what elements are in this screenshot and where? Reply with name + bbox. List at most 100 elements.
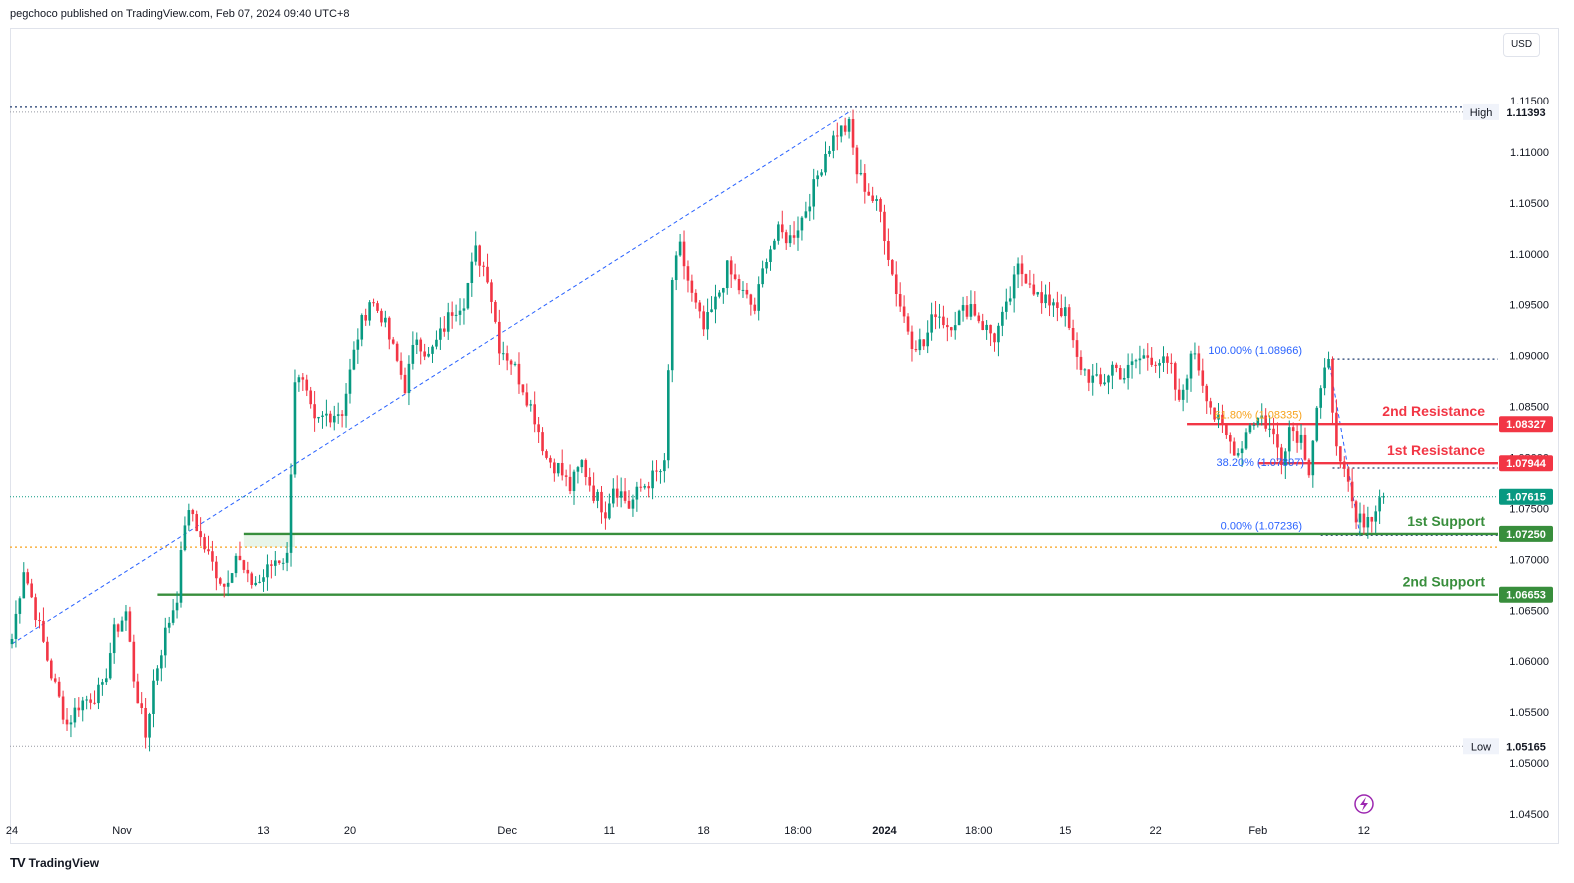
candle-body [969, 304, 973, 317]
candle-body [600, 491, 603, 513]
candle-body [1205, 385, 1209, 402]
candle-body [427, 353, 430, 357]
candle-body [604, 512, 607, 519]
candle-body [501, 353, 505, 355]
candle-body [993, 333, 996, 343]
candle-body [584, 460, 588, 478]
candle-body [615, 488, 619, 498]
resistance-label-2: 1st Resistance [1387, 442, 1485, 458]
candle-body [1075, 340, 1079, 357]
candle-body [285, 552, 289, 563]
time-tick: 24 [6, 825, 18, 837]
fib-label-0: 100.00% (1.08966) [1208, 345, 1302, 357]
candle-body [1177, 389, 1181, 400]
candle-body [42, 620, 45, 642]
candle-body [61, 696, 65, 720]
candle-body [191, 510, 195, 515]
candle-body [745, 289, 749, 295]
candle-body [1024, 274, 1028, 284]
candle-body [242, 560, 246, 570]
price-tick: 1.11000 [1510, 147, 1549, 159]
candle-body [277, 560, 281, 564]
tradingview-icon: TV [10, 855, 26, 870]
candle-body [478, 245, 481, 266]
candle-body [1346, 468, 1350, 482]
candle-body [270, 564, 273, 566]
time-tick: 12 [1358, 825, 1370, 837]
candle-body [1091, 375, 1095, 383]
candle-body [329, 413, 332, 423]
price-tick: 1.08500 [1509, 402, 1549, 414]
candle-body [97, 684, 100, 704]
candle-body [195, 514, 199, 532]
lightning-icon[interactable] [1354, 794, 1374, 814]
candle-body [474, 245, 478, 262]
candle-body [1016, 263, 1020, 275]
candle-body [226, 582, 230, 587]
candle-body [686, 266, 690, 281]
currency-button[interactable]: USD [1503, 33, 1540, 57]
candle-body [957, 310, 961, 326]
resistance-price-tag-1: 1.08327 [1506, 419, 1546, 431]
candle-body [961, 305, 965, 311]
price-tick: 1.07000 [1509, 554, 1549, 566]
support-price-tag-3-bg [1499, 525, 1553, 542]
candle-body [533, 404, 536, 425]
candle-body [1225, 424, 1228, 436]
candle-body [505, 353, 509, 361]
candle-body [997, 325, 1000, 343]
candle-body [336, 414, 340, 416]
candle-body [521, 384, 525, 393]
candle-body [238, 555, 242, 561]
candle-body [317, 416, 320, 419]
candle-body [1103, 382, 1106, 385]
candle-body [682, 241, 686, 267]
candle-body [1260, 415, 1264, 419]
candle-body [725, 260, 729, 289]
candle-body [498, 321, 501, 354]
support-label-4: 2nd Support [1403, 574, 1486, 590]
candle-body [163, 627, 167, 656]
candle-body [1280, 447, 1283, 465]
candle-body [1115, 364, 1118, 368]
candle-body [1287, 427, 1291, 452]
candle-body [1232, 441, 1236, 456]
candle-body [458, 310, 462, 315]
fib-label-3: 0.00% (1.07236) [1221, 520, 1302, 532]
candle-body [340, 414, 344, 416]
candle-body [1028, 283, 1032, 285]
candle-body [1201, 370, 1205, 386]
candle-body [631, 499, 635, 509]
candle-body [1213, 407, 1216, 420]
candle-body [871, 195, 874, 201]
candle-body [199, 531, 202, 538]
current-price-tag: 1.07615 [1506, 492, 1546, 504]
resistance-price-tag-2: 1.07944 [1506, 458, 1547, 470]
candle-body [859, 173, 863, 175]
candle-body [851, 118, 855, 148]
candle-body [808, 206, 812, 212]
candle-body [65, 719, 69, 725]
candle-body [30, 583, 33, 598]
candle-body [706, 312, 709, 330]
candle-body [985, 324, 988, 331]
candle-body [364, 315, 367, 321]
candle-body [898, 294, 902, 307]
candle-body [124, 611, 128, 621]
candle-body [946, 325, 949, 328]
candle-body [765, 262, 768, 269]
candle-body [1008, 298, 1012, 302]
tradingview-logo[interactable]: TV TradingView [10, 855, 99, 870]
candle-body [855, 147, 859, 175]
candle-body [179, 550, 183, 603]
candle-body [281, 562, 285, 564]
candle-body [525, 392, 529, 406]
time-tick: Feb [1248, 825, 1267, 837]
candle-body [1071, 327, 1075, 341]
candle-body [1331, 358, 1334, 413]
candle-body [722, 288, 725, 293]
candle-body [710, 309, 713, 313]
candle-body [1150, 357, 1153, 365]
time-tick: 18:00 [965, 825, 993, 837]
